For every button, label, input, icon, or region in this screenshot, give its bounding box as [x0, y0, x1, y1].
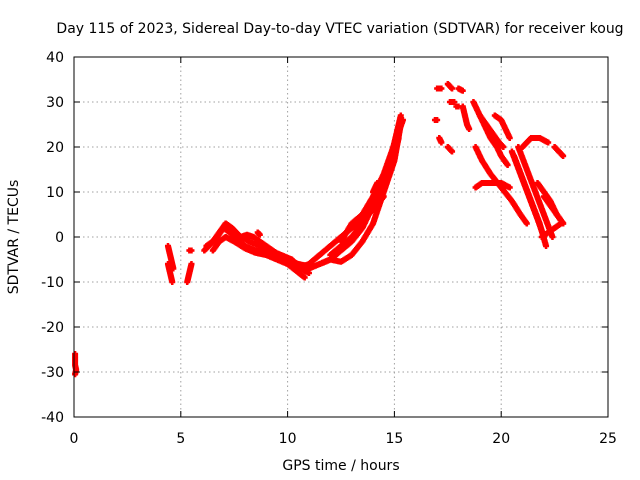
data-point — [543, 243, 550, 249]
data-series-segment — [538, 220, 565, 240]
y-tick-label: 20 — [46, 140, 64, 156]
y-tick-label: 30 — [46, 95, 64, 111]
x-axis-label: GPS time / hours — [282, 458, 399, 474]
data-series-segment — [476, 112, 507, 150]
chart-title: Day 115 of 2023, Sidereal Day-to-day VTE… — [56, 21, 623, 37]
data-series-segment — [455, 85, 466, 94]
data-point — [560, 153, 567, 159]
data-point — [256, 231, 263, 238]
y-tick-label: 0 — [55, 230, 64, 246]
x-tick-label: 0 — [70, 431, 79, 447]
data-series-segment — [446, 99, 458, 105]
data-series-segment — [72, 351, 80, 378]
data-series-segment — [519, 135, 552, 150]
x-tick-label: 15 — [385, 431, 403, 447]
data-series-segment — [164, 261, 176, 285]
data-series-segment — [515, 144, 556, 240]
data-series-segment — [472, 180, 513, 191]
y-tick-label: -10 — [41, 275, 64, 291]
data-series-segment — [551, 144, 567, 159]
data-series-segment — [444, 81, 456, 92]
data-series-segment — [436, 135, 445, 146]
data-point — [438, 85, 445, 92]
data-series-segment — [431, 117, 441, 123]
data-series-segment — [254, 229, 263, 238]
x-tick-label: 10 — [279, 431, 297, 447]
data-point — [374, 180, 381, 186]
data-series-segment — [459, 103, 473, 132]
data-point — [434, 117, 441, 123]
x-tick-label: 20 — [492, 431, 510, 447]
data-series-segment — [453, 103, 462, 110]
x-tick-label: 5 — [176, 431, 185, 447]
data-point — [188, 247, 195, 254]
data-point — [506, 184, 513, 191]
data-series-segment — [186, 247, 195, 254]
data-point — [459, 87, 466, 94]
data-point — [558, 220, 565, 227]
data-series-segment — [434, 85, 445, 92]
data-markers — [72, 81, 567, 378]
y-tick-label: -30 — [41, 365, 64, 381]
data-series-segment — [370, 180, 381, 195]
data-series-segment — [444, 144, 456, 155]
data-point — [399, 117, 406, 123]
data-point — [301, 274, 308, 281]
axis-ticks: 0 5 10 15 20 25 -40 -30 -20 -10 0 10 20 30 40 — [41, 50, 617, 447]
data-series-segment — [184, 261, 195, 285]
data-point — [523, 220, 530, 227]
y-tick-label: -20 — [41, 320, 64, 336]
data-point — [500, 144, 507, 150]
data-point — [169, 279, 176, 285]
data-series-segment — [164, 243, 177, 272]
data-point — [451, 99, 458, 105]
x-tick-label: 25 — [599, 431, 617, 447]
y-axis-label: SDTVAR / TECUs — [6, 180, 22, 295]
y-tick-label: 40 — [46, 50, 64, 66]
data-point — [449, 85, 456, 92]
y-tick-label: 10 — [46, 185, 64, 201]
data-point — [397, 112, 404, 119]
data-point — [438, 139, 445, 146]
data-point — [549, 234, 556, 240]
data-series-segment — [491, 112, 513, 141]
data-point — [188, 261, 195, 267]
y-tick-label: -40 — [41, 410, 64, 426]
data-point — [449, 148, 456, 155]
data-series-segment — [511, 153, 550, 249]
data-point — [504, 162, 511, 168]
data-point — [545, 139, 552, 146]
data-point — [466, 126, 473, 132]
data-point — [506, 135, 513, 141]
